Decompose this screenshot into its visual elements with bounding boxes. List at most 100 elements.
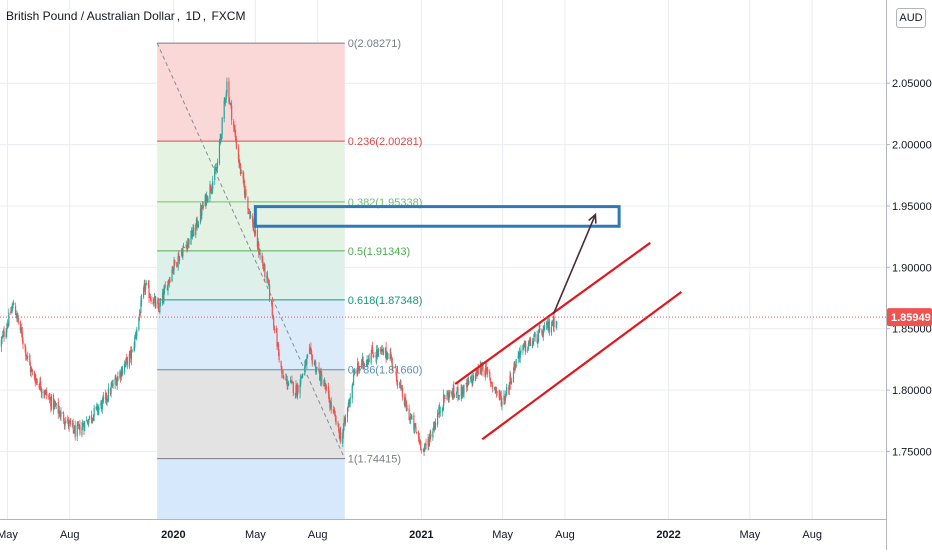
candle-body-36 bbox=[34, 378, 36, 383]
candle-body-133 bbox=[126, 357, 128, 359]
candle-body-152 bbox=[144, 283, 146, 290]
candle-body-353 bbox=[334, 414, 336, 417]
candle-body-71 bbox=[67, 420, 70, 427]
candle-body-243 bbox=[230, 103, 232, 106]
candle-body-62 bbox=[59, 410, 61, 417]
candle-body-274 bbox=[259, 253, 261, 255]
candle-body-281 bbox=[266, 275, 269, 278]
candle-body-534 bbox=[506, 386, 508, 396]
candle-body-526 bbox=[499, 394, 501, 396]
candle-body-178 bbox=[168, 278, 170, 284]
candle-body-175 bbox=[166, 287, 168, 291]
candle-body-309 bbox=[292, 382, 294, 394]
candle-body-138 bbox=[130, 351, 133, 360]
candle-body-164 bbox=[155, 301, 157, 308]
candle-body-562 bbox=[533, 338, 535, 342]
candle-body-424 bbox=[401, 387, 403, 397]
candle-body-23 bbox=[21, 332, 23, 341]
candle-body-328 bbox=[310, 350, 313, 356]
time-tick-label-5: 2021 bbox=[409, 529, 433, 541]
currency-badge[interactable]: AUD bbox=[896, 8, 926, 28]
candle-body-291 bbox=[276, 333, 278, 347]
candle-body-226 bbox=[214, 167, 217, 170]
candle-body-130 bbox=[124, 363, 126, 372]
candle-body-135 bbox=[128, 353, 130, 367]
candle-body-387 bbox=[367, 359, 369, 363]
candle-body-60 bbox=[57, 402, 59, 414]
candle-body-394 bbox=[373, 355, 375, 357]
candle-body-229 bbox=[216, 162, 219, 168]
price-tick-label-6: 1.75000 bbox=[892, 446, 932, 458]
candle-body-182 bbox=[172, 268, 175, 272]
time-tick-label-2: 2020 bbox=[161, 529, 185, 541]
candle-body-73 bbox=[69, 420, 71, 422]
candle-body-471 bbox=[447, 392, 449, 394]
candle-body-16 bbox=[15, 315, 17, 318]
candle-body-233 bbox=[220, 134, 223, 136]
candle-body-223 bbox=[211, 188, 213, 191]
candle-body-248 bbox=[235, 135, 237, 141]
candle-body-492 bbox=[466, 380, 468, 387]
price-tick-label-3: 1.90000 bbox=[892, 262, 932, 274]
candle-body-560 bbox=[531, 342, 534, 348]
candle-body-461 bbox=[437, 413, 439, 415]
candle-body-127 bbox=[120, 369, 122, 376]
fib-level-label-0.5: 0.5(1.91343) bbox=[348, 246, 410, 258]
candle-body-362 bbox=[343, 419, 345, 427]
candle-body-221 bbox=[210, 185, 212, 190]
candle-body-327 bbox=[310, 347, 312, 351]
candle-body-272 bbox=[258, 243, 260, 254]
candle-body-0 bbox=[0, 339, 2, 347]
candle-body-347 bbox=[329, 401, 331, 408]
candle-body-256 bbox=[243, 177, 245, 186]
candlestick-series bbox=[0, 77, 558, 457]
fibonacci-retracement[interactable]: 0(2.08271)0.236(2.00281)0.382(1.95338)0.… bbox=[156, 38, 422, 519]
candle-body-403 bbox=[382, 349, 384, 350]
candle-body-99 bbox=[93, 407, 95, 416]
candle-body-384 bbox=[363, 364, 366, 367]
candle-body-565 bbox=[536, 334, 538, 343]
candle-body-419 bbox=[397, 383, 399, 385]
candle-body-576 bbox=[546, 321, 548, 326]
candle-body-64 bbox=[60, 411, 62, 417]
candle-body-421 bbox=[399, 384, 401, 386]
candle-body-53 bbox=[50, 399, 52, 408]
candle-body-491 bbox=[466, 382, 468, 388]
candle-body-319 bbox=[302, 374, 304, 376]
candle-body-245 bbox=[233, 121, 235, 128]
drawing-annotations[interactable] bbox=[0, 205, 886, 441]
candle-body-9 bbox=[8, 312, 10, 326]
candle-body-3 bbox=[2, 331, 4, 336]
candle-body-103 bbox=[97, 408, 99, 412]
candle-body-312 bbox=[296, 384, 298, 396]
candle-body-214 bbox=[202, 205, 204, 208]
chart-legend[interactable]: British Pound / Australian Dollar, 1D, F… bbox=[6, 9, 246, 23]
candle-body-122 bbox=[115, 379, 118, 386]
candle-body-586 bbox=[556, 321, 558, 325]
candle-body-559 bbox=[529, 338, 531, 346]
candle-body-12 bbox=[11, 307, 13, 312]
candle-body-390 bbox=[370, 352, 372, 363]
candle-body-470 bbox=[446, 392, 448, 400]
candle-body-105 bbox=[100, 402, 102, 406]
candle-body-363 bbox=[344, 419, 346, 422]
candle-body-437 bbox=[414, 424, 416, 428]
candle-body-92 bbox=[87, 423, 89, 425]
candle-body-521 bbox=[494, 387, 496, 389]
candle-body-116 bbox=[110, 386, 112, 394]
candle-body-212 bbox=[201, 205, 203, 216]
candle-body-264 bbox=[250, 215, 252, 218]
candle-body-336 bbox=[319, 370, 321, 381]
candle-body-2 bbox=[2, 334, 4, 337]
candle-body-460 bbox=[436, 414, 439, 425]
candle-body-258 bbox=[244, 190, 246, 196]
candle-body-505 bbox=[479, 364, 481, 375]
candle-body-572 bbox=[542, 330, 544, 337]
candle-body-77 bbox=[73, 430, 75, 434]
candle-body-266 bbox=[252, 221, 254, 231]
candle-body-147 bbox=[139, 313, 141, 315]
candle-body-110 bbox=[105, 392, 107, 400]
